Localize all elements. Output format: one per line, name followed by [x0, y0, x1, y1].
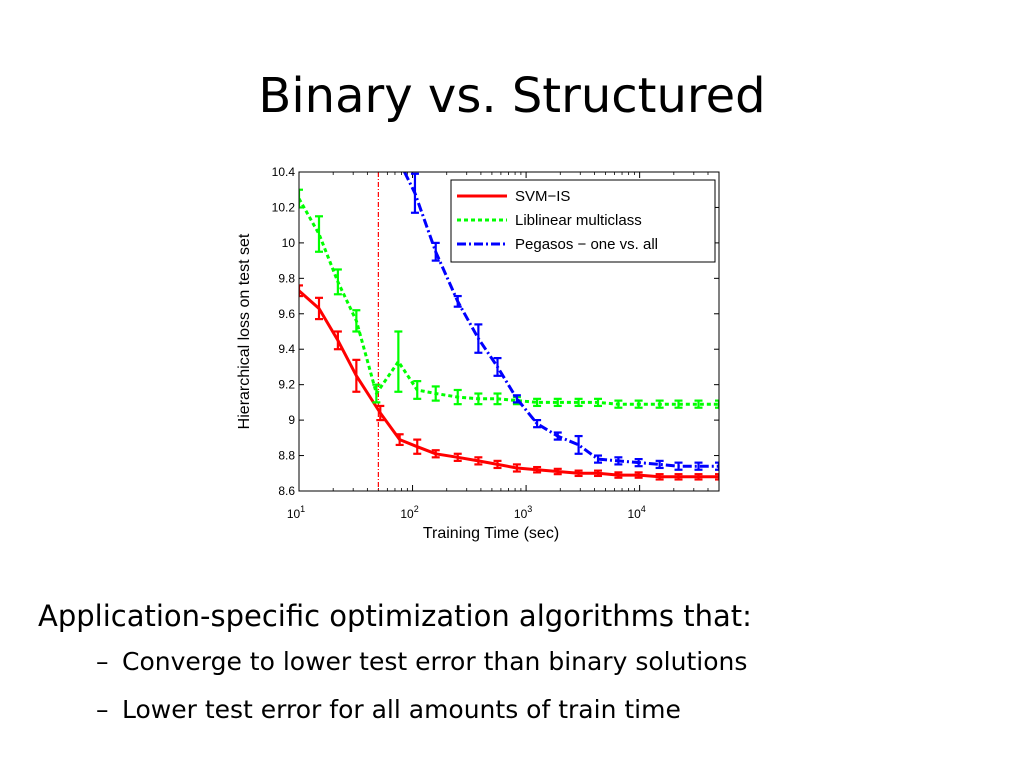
x-tick-label: 103 [514, 504, 532, 521]
bullet-main: Application-specific optimization algori… [38, 599, 752, 633]
x-tick-label: 104 [627, 504, 645, 521]
x-tick-label: 102 [400, 504, 418, 521]
y-tick-label: 9.8 [278, 271, 295, 285]
bullet-sub-item: – Converge to lower test error than binar… [38, 638, 998, 686]
chart-figure: 8.6 8.8 9 9.2 9.4 9.6 9.8 10 10.2 10.4 101 102 103 10… [225, 158, 725, 550]
bullet-sub-text: Lower test error for all amounts of trai… [122, 695, 681, 724]
y-tick-label: 10.4 [272, 165, 296, 179]
axes-frame [298, 171, 720, 492]
y-tick-label: 8.6 [278, 484, 295, 498]
series-line [299, 197, 719, 406]
series-line [299, 289, 719, 479]
bullet-dash: – [96, 647, 109, 676]
y-tick-label: 10.2 [272, 200, 296, 214]
bullet-dash: – [96, 695, 109, 724]
y-tick-label: 8.8 [278, 449, 295, 463]
y-axis-label: Hierarchical loss on test set [236, 233, 253, 429]
y-tick-label: 9.2 [278, 378, 295, 392]
x-axis-label: Training Time (sec) [423, 525, 559, 542]
x-tick-label: 101 [287, 504, 305, 521]
slide-title: Binary vs. Structured [258, 68, 766, 124]
legend-entry: Liblinear multiclass [515, 212, 642, 229]
y-tick-label: 9.4 [278, 342, 295, 356]
y-tick-label: 9 [288, 413, 295, 427]
bullet-list: Application-specific optimization algori… [38, 594, 998, 734]
legend-entry: SVM−IS [515, 188, 570, 205]
legend-entry: Pegasos − one vs. all [515, 236, 658, 253]
loss-vs-time-chart: 8.6 8.8 9 9.2 9.4 9.6 9.8 10 10.2 10.4 101 102 103 10… [236, 165, 720, 542]
y-tick-label: 10 [282, 236, 296, 250]
bullet-sub-item: – Lower test error for all amounts of tra… [38, 686, 998, 734]
bullet-sub-text: Converge to lower test error than binary… [122, 647, 748, 676]
y-tick-label: 9.6 [278, 307, 295, 321]
series-group [299, 172, 719, 481]
